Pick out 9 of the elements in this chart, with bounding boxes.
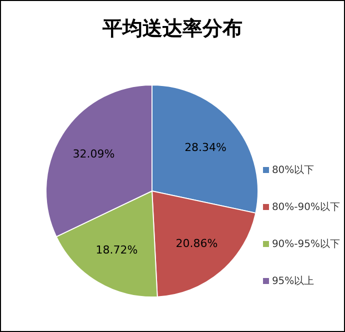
data-label: 20.86% — [176, 236, 218, 250]
data-label: 32.09% — [72, 148, 115, 161]
legend-label: 80%-90%以下 — [272, 200, 340, 214]
legend-label: 80%以下 — [272, 164, 314, 176]
legend-label: 95%以上 — [272, 274, 314, 288]
data-label: 28.34% — [184, 141, 227, 154]
legend-label: 90%-95%以下 — [272, 238, 340, 250]
data-label: 18.72% — [96, 244, 138, 257]
chart-title: 平均送达率分布 — [102, 15, 244, 42]
